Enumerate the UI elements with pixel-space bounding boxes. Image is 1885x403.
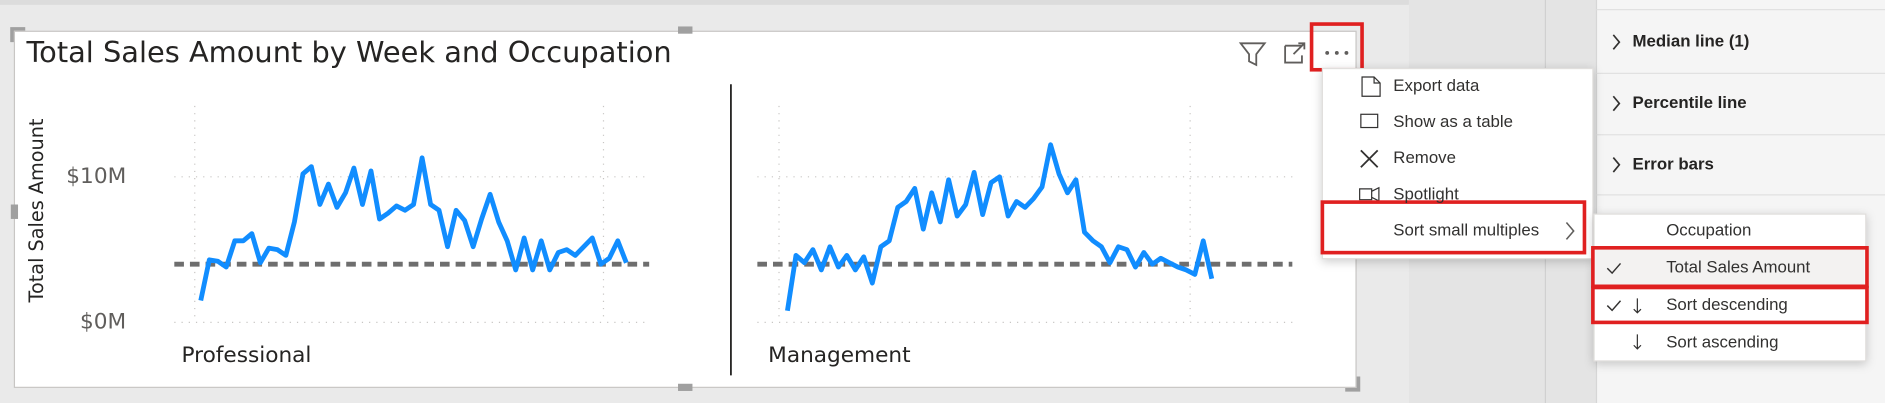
corner-handle[interactable] — [10, 27, 26, 43]
pane-section[interactable]: Median line (1) — [1633, 32, 1750, 51]
more-dot[interactable] — [1325, 51, 1330, 55]
y-tick-label: $10M — [66, 164, 126, 189]
export-icon — [1361, 76, 1381, 97]
more-dot[interactable] — [1334, 51, 1339, 55]
context-menu — [1321, 67, 1594, 260]
submenu-item[interactable]: Occupation — [1666, 220, 1751, 239]
resize-handle[interactable] — [678, 383, 693, 391]
panel-label: Professional — [182, 343, 312, 368]
resize-handle[interactable] — [10, 204, 19, 219]
sort-desc-icon — [1633, 298, 1642, 314]
selected-row — [1595, 249, 1865, 286]
submenu-item[interactable]: Total Sales Amount — [1666, 258, 1810, 277]
corner-handle[interactable] — [1345, 376, 1361, 392]
menu-item[interactable]: Sort small multiples — [1393, 220, 1539, 239]
y-axis-title: Total Sales Amount — [25, 118, 48, 303]
series-line — [785, 142, 1215, 312]
focus-icon[interactable] — [1284, 42, 1306, 64]
checkmark — [1606, 300, 1622, 312]
checkmark — [1606, 262, 1622, 275]
series-line — [198, 155, 629, 302]
canvas-top — [0, 0, 1409, 5]
visual[interactable] — [13, 30, 1357, 388]
menu-item[interactable]: Remove — [1393, 148, 1456, 167]
chevron — [1612, 34, 1621, 50]
chevron — [1612, 157, 1621, 173]
more-dot[interactable] — [1344, 51, 1349, 55]
remove-icon — [1360, 149, 1379, 168]
y-tick-label: $0M — [80, 309, 126, 334]
chart-area: Total Sales Amount — [25, 84, 732, 376]
sort-asc-icon — [1633, 334, 1642, 350]
pane-section[interactable]: Error bars — [1633, 154, 1714, 173]
menu-item[interactable]: Show as a table — [1393, 112, 1513, 131]
chart-title: Total Sales Amount by Week and Occupatio… — [25, 35, 671, 69]
panel-label: Management — [768, 343, 910, 368]
menu-item[interactable]: Spotlight — [1393, 184, 1459, 203]
resize-handle[interactable] — [678, 26, 693, 34]
chevron — [1565, 222, 1575, 240]
chevron — [1612, 95, 1621, 112]
filter-icon[interactable] — [1238, 42, 1267, 67]
table-icon — [1360, 113, 1379, 129]
submenu-item[interactable]: Sort descending — [1666, 295, 1788, 314]
pane-section[interactable]: Percentile line — [1633, 93, 1747, 112]
submenu-item[interactable]: Sort ascending — [1666, 332, 1778, 351]
highlight-box — [1591, 285, 1869, 325]
spotlight-icon — [1359, 186, 1380, 202]
menu-item[interactable]: Export data — [1393, 76, 1480, 95]
highlight-box — [1320, 200, 1587, 255]
